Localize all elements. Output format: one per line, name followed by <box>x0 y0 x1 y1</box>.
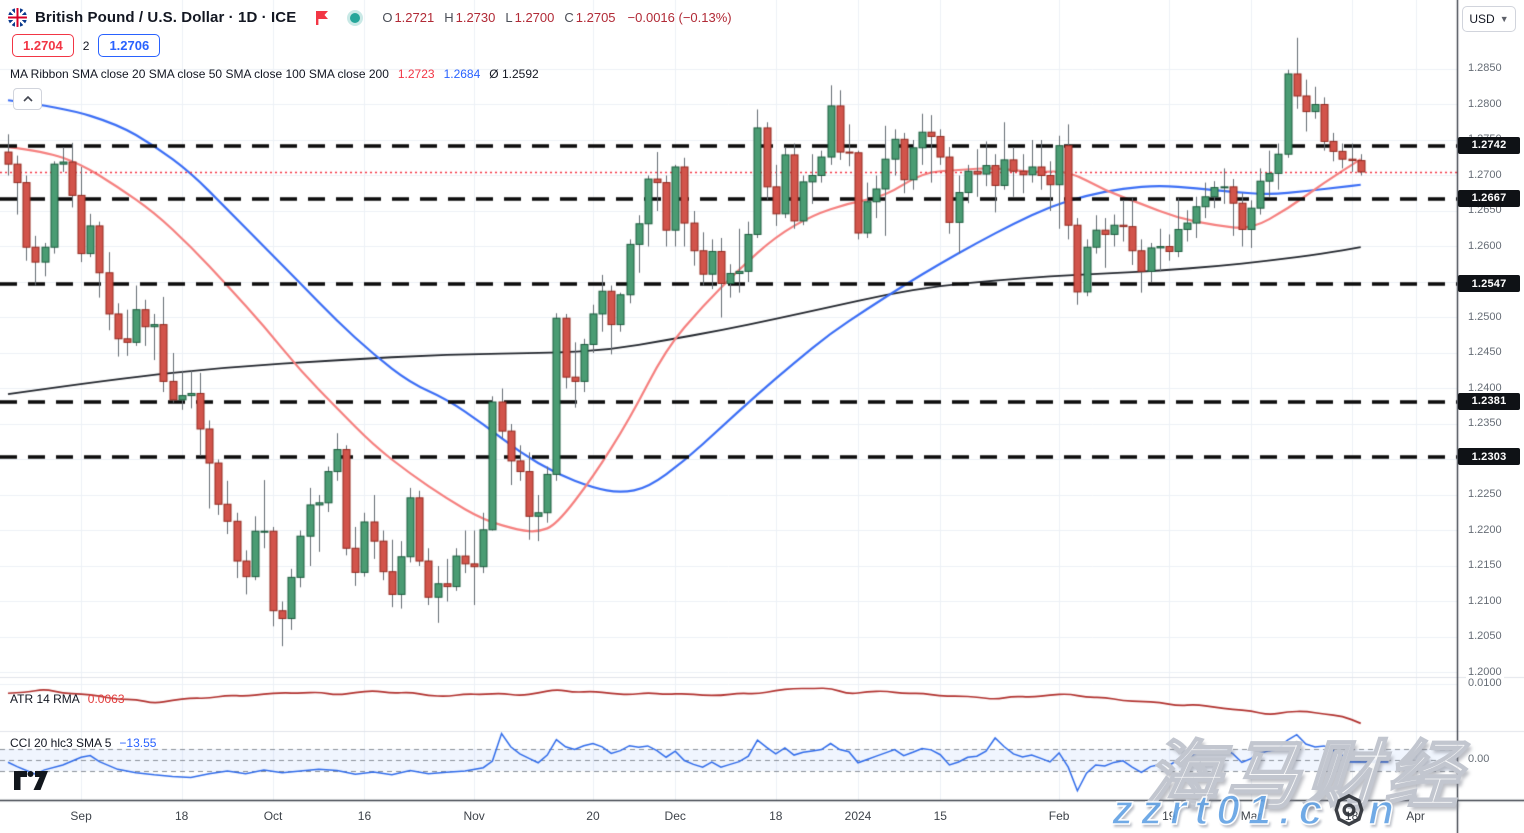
symbol-header: British Pound / U.S. Dollar · 1D · ICE O… <box>8 8 732 27</box>
price-axis-label: 1.2500 <box>1466 310 1504 323</box>
sma50-value: 1.2684 <box>443 67 481 81</box>
price-level-badge: 1.2381 <box>1458 392 1520 410</box>
atr-value: 0.0063 <box>87 692 125 706</box>
price-axis-label: 1.2200 <box>1466 523 1504 536</box>
chevron-down-icon: ▼ <box>1499 14 1509 24</box>
price-axis-label: 1.2100 <box>1466 594 1504 607</box>
currency-label: USD <box>1469 12 1495 26</box>
sell-button[interactable]: 1.2704 <box>12 34 74 57</box>
price-axis-label: 1.2800 <box>1466 97 1504 110</box>
ohlc-values: O 1.2721 H 1.2730 L 1.2700 C 1.2705 −0.0016 … <box>382 10 731 25</box>
price-axis-label: 1.2700 <box>1466 168 1504 181</box>
buy-button[interactable]: 1.2706 <box>98 34 161 57</box>
time-axis-label: 18 <box>174 809 189 823</box>
price-axis-label: 1.2150 <box>1466 559 1504 571</box>
red-flag-icon[interactable] <box>314 10 330 26</box>
time-axis-label: 16 <box>357 809 372 823</box>
symbol-title[interactable]: British Pound / U.S. Dollar · 1D · ICE <box>35 9 297 26</box>
price-axis-label: 1.2050 <box>1466 630 1504 642</box>
indicator-axis-label: 0.0100 <box>1466 677 1504 689</box>
time-axis-label: 18 <box>1344 809 1359 823</box>
gb-flag-icon <box>8 8 27 27</box>
price-axis-label: 1.2650 <box>1466 204 1504 216</box>
time-axis-label: Sep <box>70 809 92 823</box>
price-axis[interactable]: USD ▼ 1.28501.28001.27501.27001.26501.26… <box>1458 0 1524 800</box>
currency-selector[interactable]: USD ▼ <box>1462 6 1516 32</box>
time-axis-label: Feb <box>1048 809 1070 823</box>
price-axis-label: 1.2000 <box>1466 665 1504 678</box>
low-label: L <box>505 10 513 25</box>
open-value: 1.2721 <box>394 10 435 25</box>
ma-ribbon-title: MA Ribbon SMA close 20 SMA close 50 SMA … <box>10 67 389 81</box>
price-axis-label: 1.2450 <box>1466 346 1504 358</box>
cci-title: CCI 20 hlc3 SMA 5 <box>10 736 112 750</box>
spread-value: 2 <box>82 38 90 53</box>
price-axis-label: 1.2400 <box>1466 381 1504 394</box>
price-level-badge: 1.2303 <box>1458 448 1520 466</box>
chevron-up-icon <box>22 96 33 102</box>
high-label: H <box>444 10 454 25</box>
time-axis-label: Dec <box>664 809 686 823</box>
ma-average: Ø 1.2592 <box>489 67 539 81</box>
price-axis-label: 1.2850 <box>1466 62 1504 74</box>
price-level-badge: 1.2667 <box>1458 189 1520 207</box>
time-axis-label: 19 <box>1162 809 1176 823</box>
close-value: 1.2705 <box>575 10 616 25</box>
price-axis-label: 1.2600 <box>1466 239 1504 252</box>
time-axis-label: Mar <box>1240 809 1262 823</box>
tradingview-logo[interactable] <box>14 771 48 790</box>
cci-legend[interactable]: CCI 20 hlc3 SMA 5 −13.55 <box>10 736 156 750</box>
time-axis-label: 20 <box>586 809 600 823</box>
close-label: C <box>564 10 574 25</box>
market-status-dot <box>350 12 361 23</box>
quote-row: 1.2704 2 1.2706 <box>12 34 161 57</box>
atr-legend[interactable]: ATR 14 RMA 0.0063 <box>10 692 125 706</box>
price-axis-label: 1.2350 <box>1466 417 1504 429</box>
atr-title: ATR 14 RMA <box>10 692 80 706</box>
price-level-badge: 1.2742 <box>1458 136 1520 154</box>
time-axis-label: Apr <box>1406 809 1425 823</box>
time-axis-label: 15 <box>933 809 947 823</box>
change-value: −0.0016 (−0.13%) <box>627 10 732 25</box>
time-axis-label: Nov <box>463 809 485 823</box>
price-level-badge: 1.2547 <box>1458 275 1520 293</box>
time-axis-label: Oct <box>263 809 283 823</box>
cci-value: −13.55 <box>119 736 157 750</box>
high-value: 1.2730 <box>455 10 496 25</box>
price-axis-label: 1.2250 <box>1466 488 1504 500</box>
time-axis-label: 2024 <box>844 809 872 823</box>
time-axis[interactable]: Sep 18 Oct 16 Nov 20 Dec 18 2024 15 Feb 19 Mar 18 Apr <box>0 801 1524 833</box>
sma20-value: 1.2723 <box>397 67 435 81</box>
time-axis-label: 18 <box>769 809 783 823</box>
low-value: 1.2700 <box>514 10 555 25</box>
indicator-axis-label: 0.00 <box>1466 753 1492 765</box>
collapse-legend-button[interactable] <box>13 88 42 110</box>
open-label: O <box>382 10 393 25</box>
ma-ribbon-legend[interactable]: MA Ribbon SMA close 20 SMA close 50 SMA … <box>10 67 539 81</box>
